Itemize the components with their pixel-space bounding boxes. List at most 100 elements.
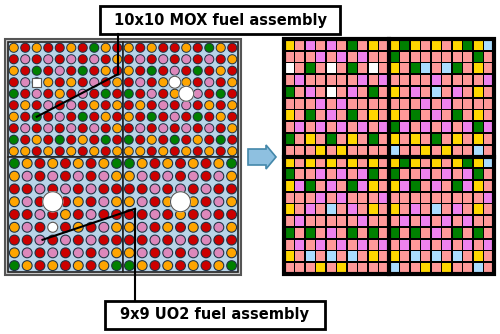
Bar <box>464 228 472 238</box>
Circle shape <box>190 198 197 205</box>
Circle shape <box>100 160 108 167</box>
Circle shape <box>10 114 17 120</box>
Bar <box>432 157 440 167</box>
Bar <box>338 251 346 262</box>
Bar <box>453 134 462 144</box>
Circle shape <box>32 90 41 98</box>
Circle shape <box>32 135 41 144</box>
Circle shape <box>205 43 214 52</box>
Bar <box>390 110 398 121</box>
Circle shape <box>182 90 190 98</box>
Bar <box>422 251 430 262</box>
Circle shape <box>148 101 156 110</box>
Circle shape <box>100 249 108 257</box>
Bar <box>358 216 367 226</box>
Circle shape <box>35 171 44 181</box>
Circle shape <box>169 76 181 88</box>
Circle shape <box>206 114 212 120</box>
Circle shape <box>100 211 108 218</box>
Circle shape <box>183 67 190 74</box>
Bar <box>453 40 462 50</box>
Circle shape <box>176 235 186 245</box>
Bar <box>464 63 472 73</box>
Circle shape <box>114 79 120 86</box>
Circle shape <box>24 172 31 180</box>
Circle shape <box>124 101 133 110</box>
Bar <box>453 192 462 203</box>
Circle shape <box>126 136 132 143</box>
Bar <box>296 99 304 109</box>
Circle shape <box>183 102 190 109</box>
Bar <box>390 239 398 250</box>
Circle shape <box>138 248 147 258</box>
Bar <box>432 122 440 132</box>
Bar <box>400 75 409 85</box>
Bar <box>390 122 398 132</box>
Circle shape <box>56 79 63 86</box>
Circle shape <box>74 184 83 194</box>
FancyArrow shape <box>248 145 276 169</box>
Circle shape <box>74 210 83 219</box>
Circle shape <box>183 91 190 97</box>
Bar <box>285 181 294 191</box>
Circle shape <box>22 136 29 143</box>
Bar <box>285 51 294 62</box>
Circle shape <box>194 67 201 74</box>
Bar <box>432 239 440 250</box>
Bar <box>422 204 430 214</box>
Circle shape <box>60 261 70 271</box>
Bar <box>442 251 451 262</box>
Circle shape <box>88 236 94 244</box>
Circle shape <box>124 113 133 121</box>
Circle shape <box>137 56 143 62</box>
Bar <box>327 228 336 238</box>
Bar <box>474 122 482 132</box>
Circle shape <box>150 159 160 168</box>
Circle shape <box>188 222 198 232</box>
Bar <box>285 40 294 50</box>
Circle shape <box>22 67 29 74</box>
Circle shape <box>228 66 236 75</box>
Circle shape <box>229 102 235 109</box>
Circle shape <box>68 114 74 120</box>
Bar <box>453 87 462 97</box>
Bar <box>306 181 314 191</box>
Circle shape <box>159 135 168 144</box>
Circle shape <box>214 210 224 219</box>
Circle shape <box>138 184 147 194</box>
Bar <box>474 216 482 226</box>
Circle shape <box>159 66 168 75</box>
Circle shape <box>10 91 17 97</box>
Circle shape <box>229 91 235 97</box>
Bar <box>380 216 388 226</box>
Circle shape <box>91 136 98 143</box>
Circle shape <box>228 262 235 269</box>
Circle shape <box>136 90 144 98</box>
Circle shape <box>194 78 202 87</box>
Circle shape <box>164 223 172 231</box>
Bar <box>380 181 388 191</box>
Circle shape <box>114 102 120 109</box>
Bar <box>380 192 388 203</box>
Circle shape <box>74 171 83 181</box>
Bar <box>358 263 367 273</box>
Circle shape <box>137 148 143 155</box>
Circle shape <box>170 55 179 63</box>
Circle shape <box>126 262 133 269</box>
Circle shape <box>126 102 132 109</box>
Circle shape <box>218 125 224 132</box>
Bar <box>411 63 420 73</box>
Circle shape <box>86 184 96 194</box>
Circle shape <box>228 90 236 98</box>
Bar <box>464 251 472 262</box>
Circle shape <box>150 210 160 219</box>
Circle shape <box>88 223 94 231</box>
Circle shape <box>229 125 235 132</box>
Circle shape <box>91 91 98 97</box>
Bar <box>453 51 462 62</box>
Circle shape <box>215 249 222 257</box>
Circle shape <box>215 211 222 218</box>
Circle shape <box>10 101 18 110</box>
Circle shape <box>228 160 235 167</box>
Circle shape <box>172 44 178 51</box>
